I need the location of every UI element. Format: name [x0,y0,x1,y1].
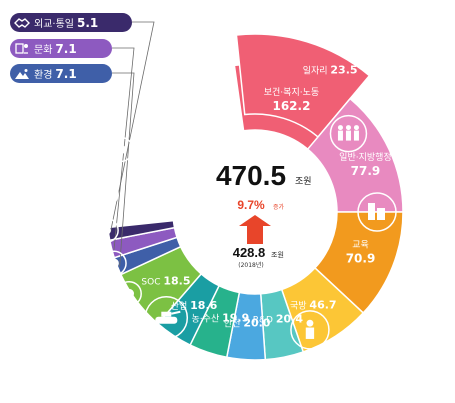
total-unit: 조원 [295,176,312,187]
legend-pill-diplomacy: 외교·통일 5.1 [10,13,132,32]
slice-label: 일자리 23.5 [303,64,358,77]
microscope-icon [116,280,142,307]
legend-pill-environment: 환경 7.1 [10,64,112,83]
handshake-icon [14,16,30,30]
legend-label: 환경 [34,70,53,81]
legend-label: 문화 [34,45,53,56]
slice-label: 보건·복지·노동 162.2 [264,87,319,113]
slice-label: SOC 18.5 [141,275,190,288]
leader-line [112,72,135,267]
growth-arrow-icon [239,215,271,244]
slice-name-label: 안전 [224,319,243,330]
legend-label: 외교·통일 [34,19,74,30]
slice-name-label: 일반·지방행정 [339,151,392,163]
slice-label: 국방 46.7 [290,298,337,311]
slice-label: 농·수산 19.9 [192,312,250,325]
family-icon [329,114,368,153]
slice-value-label: 23.5 [330,64,357,77]
center-disc [175,132,335,292]
slice-name-label: 국방 [290,300,309,311]
slice-value-label: 18.5 [163,275,190,288]
pie-slice-1 [235,33,371,138]
culture-icon [14,42,30,56]
slice-label: 교육 70.9 [346,239,376,265]
legend-value: 7.1 [55,66,77,81]
pie-slice-12 [106,219,176,242]
slice-value-label: 20.0 [243,317,270,330]
slice-label: 안전 20.0 [224,317,271,330]
slice-name-label: 일자리 [303,66,331,77]
slice-name-label: 산업 [171,301,190,312]
student-icon [290,310,330,350]
slice-name-label: SOC [141,278,163,288]
slice-value-label: 18.6 [190,299,217,312]
slice-value-label: 46.7 [309,298,336,311]
mountain-icon [14,67,30,81]
slice-name-label: 농·수산 [192,314,223,325]
tank-icon [144,295,189,340]
total-value: 470.5 [216,160,286,191]
growth-value: 9.7% [237,198,265,212]
gear-icon [93,180,119,207]
slice-value-label: 77.9 [351,164,381,178]
wheat-icon [93,217,119,244]
legend-value: 7.1 [55,41,77,56]
legend-pill-culture: 문화 7.1 [10,39,112,58]
excavator-icon [108,136,134,163]
leader-line [112,47,135,250]
worker-icon [385,111,410,135]
growth-label: 증가 [273,203,285,211]
slice-label: 일반·지방행정 77.9 [339,151,392,178]
cctv-icon [101,250,127,277]
slice-value-label: 162.2 [272,99,310,113]
slice-value-label: 19.9 [222,312,249,325]
slice-name-label: 교육 [352,239,369,250]
slice-name-label: 보건·복지·노동 [264,87,319,98]
slice-name-label: R&D [253,316,276,326]
previous-unit: 조원 [271,250,284,259]
previous-value: 428.8 [233,245,266,260]
slice-label: 산업 18.6 [171,299,218,312]
building-icon [357,192,397,232]
previous-year: (2018년) [238,261,263,269]
slice-value-label: 70.9 [346,251,376,265]
legend-value: 5.1 [76,15,99,30]
leader-line [110,21,155,233]
